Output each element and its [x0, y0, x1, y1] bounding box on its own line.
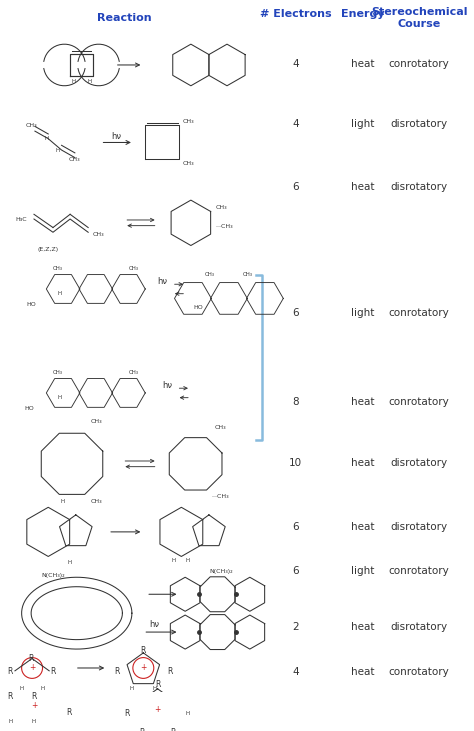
Text: heat: heat [351, 622, 375, 632]
Text: (E,Z,Z): (E,Z,Z) [37, 247, 59, 251]
Text: R: R [140, 728, 145, 731]
Text: 8: 8 [292, 398, 299, 407]
Text: H: H [57, 395, 62, 400]
Text: hν: hν [157, 277, 167, 286]
Text: CH₃: CH₃ [69, 157, 81, 162]
Text: ···CH₃: ···CH₃ [216, 224, 233, 229]
Text: Reaction: Reaction [97, 12, 152, 23]
Text: N(CH₃)₂: N(CH₃)₂ [210, 569, 233, 574]
Text: CH₃: CH₃ [93, 232, 105, 237]
Text: H: H [186, 711, 190, 716]
Text: R: R [125, 709, 130, 718]
Text: 6: 6 [292, 182, 299, 192]
Text: 6: 6 [292, 308, 299, 317]
Text: R: R [66, 708, 72, 717]
Text: H: H [44, 136, 48, 141]
Text: +: + [31, 701, 37, 711]
Text: R: R [167, 667, 173, 676]
Text: heat: heat [351, 458, 375, 468]
Text: hν: hν [150, 620, 160, 629]
Text: conrotatory: conrotatory [389, 667, 449, 677]
Text: R: R [50, 667, 55, 676]
Text: # Electrons: # Electrons [260, 9, 331, 19]
Text: H: H [19, 686, 24, 692]
Text: CH₃: CH₃ [91, 419, 103, 424]
Text: R: R [8, 692, 13, 701]
Text: heat: heat [351, 398, 375, 407]
Text: conrotatory: conrotatory [389, 398, 449, 407]
Text: H: H [185, 558, 189, 563]
Text: 6: 6 [292, 522, 299, 532]
Text: disrotatory: disrotatory [391, 622, 447, 632]
Text: R: R [31, 692, 36, 701]
Text: HO: HO [24, 406, 34, 411]
Text: H: H [172, 558, 176, 563]
Text: CH₃: CH₃ [91, 499, 103, 504]
Text: ···CH₃: ···CH₃ [212, 494, 229, 499]
Text: CH₃: CH₃ [205, 272, 215, 277]
Text: HO: HO [193, 306, 203, 311]
Text: R: R [114, 667, 119, 676]
Text: light: light [351, 566, 374, 575]
Text: R: R [155, 681, 160, 689]
Text: H: H [72, 79, 76, 84]
Text: conrotatory: conrotatory [389, 566, 449, 575]
Text: R: R [141, 646, 146, 656]
Text: H: H [32, 719, 36, 724]
Text: CH₃: CH₃ [243, 272, 253, 277]
Text: 6: 6 [292, 566, 299, 575]
Text: H: H [40, 686, 45, 692]
Text: CH₃: CH₃ [53, 265, 63, 270]
Text: heat: heat [351, 667, 375, 677]
Text: conrotatory: conrotatory [389, 59, 449, 69]
Text: CH₃: CH₃ [129, 265, 139, 270]
Text: H: H [61, 499, 64, 504]
Text: CH₃: CH₃ [215, 425, 226, 431]
Text: N(CH₃)₂: N(CH₃)₂ [41, 573, 65, 578]
Text: 10: 10 [289, 458, 302, 468]
Text: CH₃: CH₃ [182, 119, 194, 124]
Text: +: + [29, 664, 35, 673]
Text: CH₃: CH₃ [182, 161, 194, 166]
Text: H₃C: H₃C [15, 216, 27, 221]
Text: +: + [155, 705, 161, 714]
Text: H: H [130, 686, 134, 692]
Text: H: H [8, 719, 12, 724]
Text: R: R [28, 654, 34, 663]
Text: heat: heat [351, 59, 375, 69]
Text: CH₃: CH₃ [53, 370, 63, 375]
Text: H: H [57, 291, 62, 296]
Text: disrotatory: disrotatory [391, 118, 447, 129]
Text: 2: 2 [292, 622, 299, 632]
Text: conrotatory: conrotatory [389, 308, 449, 317]
Text: H: H [67, 560, 71, 564]
Text: 4: 4 [292, 59, 299, 69]
Text: CH₃: CH₃ [129, 370, 139, 375]
Text: heat: heat [351, 182, 375, 192]
Text: CH₃: CH₃ [25, 123, 37, 128]
Text: HO: HO [26, 302, 36, 306]
Text: hν: hν [162, 381, 172, 390]
Text: disrotatory: disrotatory [391, 182, 447, 192]
Text: CH₃: CH₃ [216, 205, 227, 211]
Text: +: + [140, 664, 146, 673]
Text: disrotatory: disrotatory [391, 522, 447, 532]
Text: heat: heat [351, 522, 375, 532]
Text: 4: 4 [292, 667, 299, 677]
Text: Energy: Energy [341, 9, 385, 19]
Text: light: light [351, 308, 374, 317]
Text: H: H [153, 686, 157, 692]
Text: H: H [55, 148, 60, 153]
Text: 4: 4 [292, 118, 299, 129]
Text: hν: hν [112, 132, 122, 141]
Text: H: H [87, 79, 91, 84]
Text: light: light [351, 118, 374, 129]
Text: Stereochemical
Course: Stereochemical Course [371, 7, 467, 29]
Text: disrotatory: disrotatory [391, 458, 447, 468]
Text: R: R [8, 667, 13, 676]
Text: R: R [170, 728, 175, 731]
